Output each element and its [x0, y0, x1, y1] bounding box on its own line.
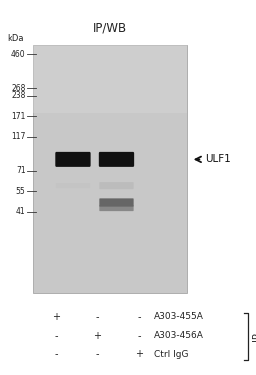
Text: -: - [138, 331, 141, 340]
FancyBboxPatch shape [56, 183, 90, 188]
Text: -: - [55, 331, 58, 340]
FancyBboxPatch shape [55, 152, 91, 167]
FancyBboxPatch shape [99, 152, 134, 167]
Text: 117: 117 [11, 132, 26, 141]
Text: 41: 41 [16, 207, 26, 216]
Text: Ctrl IgG: Ctrl IgG [154, 350, 188, 359]
Text: A303-456A: A303-456A [154, 331, 204, 340]
FancyBboxPatch shape [99, 198, 134, 207]
Text: +: + [93, 331, 101, 340]
Text: 460: 460 [11, 50, 26, 59]
FancyBboxPatch shape [99, 182, 134, 189]
Text: A303-455A: A303-455A [154, 312, 204, 321]
FancyBboxPatch shape [99, 205, 134, 211]
Text: -: - [138, 312, 141, 322]
Text: -: - [55, 350, 58, 359]
Text: +: + [52, 312, 60, 322]
Text: kDa: kDa [8, 34, 24, 43]
Text: 268: 268 [11, 84, 26, 93]
Text: +: + [135, 350, 144, 359]
Text: -: - [95, 312, 99, 322]
Text: 55: 55 [16, 187, 26, 196]
Text: 171: 171 [11, 112, 26, 121]
Text: IP/WB: IP/WB [93, 22, 127, 34]
Text: 238: 238 [11, 91, 26, 100]
Text: -: - [95, 350, 99, 359]
Bar [33, 45, 187, 112]
FancyBboxPatch shape [143, 183, 177, 189]
Bar [33, 45, 187, 292]
Text: 71: 71 [16, 166, 26, 175]
Text: ULF1: ULF1 [205, 154, 231, 164]
Text: IP: IP [252, 332, 256, 341]
